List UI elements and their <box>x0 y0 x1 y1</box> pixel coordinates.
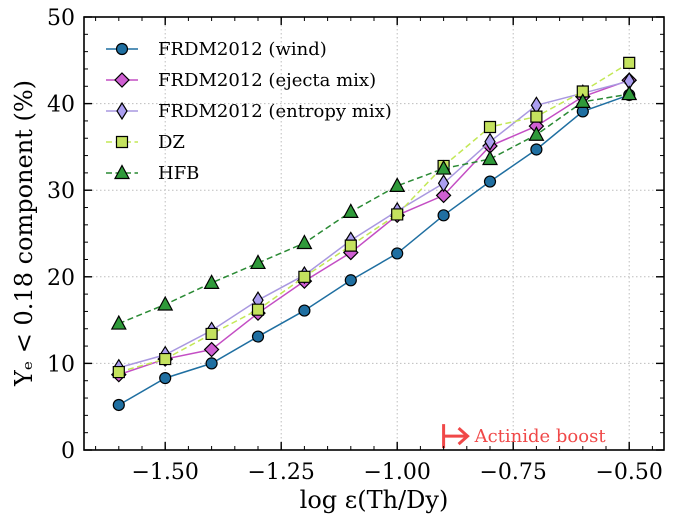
series-2-point-8 <box>484 132 496 151</box>
x-tick-label-0: −1.50 <box>131 460 198 485</box>
series-3-point-11 <box>623 56 636 69</box>
series-0-point-7 <box>437 209 450 222</box>
series-0-point-4 <box>298 304 311 317</box>
x-tick-label-1: −1.25 <box>247 460 314 485</box>
series-4-point-8 <box>481 150 499 166</box>
series-0-point-0 <box>112 398 125 412</box>
series-4-point-6 <box>389 177 406 192</box>
series-3-point-8 <box>483 120 497 134</box>
y-tick-label-1: 10 <box>47 352 75 377</box>
series-3-point-2 <box>205 327 218 341</box>
series-4-line <box>118 93 630 325</box>
series-1-point-7 <box>435 187 452 204</box>
series-4-point-0 <box>110 314 127 330</box>
series-2-point-7 <box>437 174 450 193</box>
series-0 <box>112 88 636 412</box>
series-0-point-9 <box>530 143 543 156</box>
axis-ticks: −1.50 −1.25 −1.00 −0.75 −0.50 0 10 20 30 40 50 <box>47 6 664 485</box>
legend-entry-1-marker <box>114 72 130 88</box>
series-0-point-8 <box>483 175 497 188</box>
series-4-point-7 <box>435 159 452 175</box>
series-3-line <box>118 62 630 373</box>
annotation-arrow <box>442 424 470 449</box>
y-axis-label: Yₑ < 0.18 component (%) <box>10 80 38 387</box>
series-1-point-2 <box>203 341 220 358</box>
series-0-point-5 <box>344 274 357 287</box>
legend-entry-3-marker <box>115 135 129 149</box>
series-layer <box>110 56 638 412</box>
series-0-point-6 <box>391 247 404 260</box>
legend-entry-4-label: HFB <box>158 163 199 184</box>
legend: FRDM2012 (wind) FRDM2012 (ejecta mix) FR… <box>106 39 392 184</box>
legend-entry-2-marker <box>116 101 128 121</box>
series-0-point-3 <box>251 330 265 343</box>
series-4-point-5 <box>342 203 359 218</box>
series-3-point-1 <box>159 352 172 366</box>
x-tick-label-2: −1.00 <box>363 460 430 485</box>
series-4-point-11 <box>621 85 638 101</box>
legend-entry-1-label: FRDM2012 (ejecta mix) <box>158 70 376 91</box>
annotation-layer: Actinide boost <box>442 424 607 449</box>
legend-entry-0-label: FRDM2012 (wind) <box>158 39 327 60</box>
series-4-point-2 <box>203 274 220 289</box>
series-2-line <box>118 80 630 369</box>
series-4-point-3 <box>249 254 267 270</box>
series-3-point-6 <box>391 208 404 221</box>
legend-entry-4-marker <box>113 164 131 180</box>
series-3-point-9 <box>530 110 543 123</box>
series-3-point-5 <box>344 239 357 252</box>
y-tick-label-5: 50 <box>47 6 75 31</box>
series-4 <box>110 85 638 330</box>
y-tick-label-0: 0 <box>61 439 75 464</box>
x-axis-label: log ε(Th/Dy) <box>300 486 449 514</box>
series-1-line <box>118 79 630 376</box>
y-tick-label-4: 40 <box>47 93 75 118</box>
series-0-line <box>118 94 630 406</box>
grid <box>84 17 664 450</box>
legend-entry-0-marker <box>115 42 129 56</box>
legend-entry-2-label: FRDM2012 (entropy mix) <box>158 101 392 122</box>
y-tick-label-2: 20 <box>47 266 75 291</box>
annotation-actinide-boost: Actinide boost <box>442 424 607 449</box>
series-3-point-0 <box>112 365 125 379</box>
x-tick-label-4: −0.50 <box>595 460 662 485</box>
series-3-point-3 <box>251 303 265 316</box>
series-4-point-10 <box>574 93 591 108</box>
series-4-point-4 <box>296 234 313 250</box>
series-3-point-4 <box>298 270 311 283</box>
series-3-point-10 <box>576 85 589 98</box>
legend-entry-3-label: DZ <box>158 132 185 153</box>
series-0-point-2 <box>205 357 218 370</box>
series-4-point-9 <box>528 126 545 141</box>
annotation-text: Actinide boost <box>474 426 607 447</box>
series-0-point-1 <box>159 372 172 385</box>
x-tick-label-3: −0.75 <box>479 460 546 485</box>
series-4-point-1 <box>157 295 174 311</box>
y-tick-label-3: 30 <box>47 179 75 204</box>
